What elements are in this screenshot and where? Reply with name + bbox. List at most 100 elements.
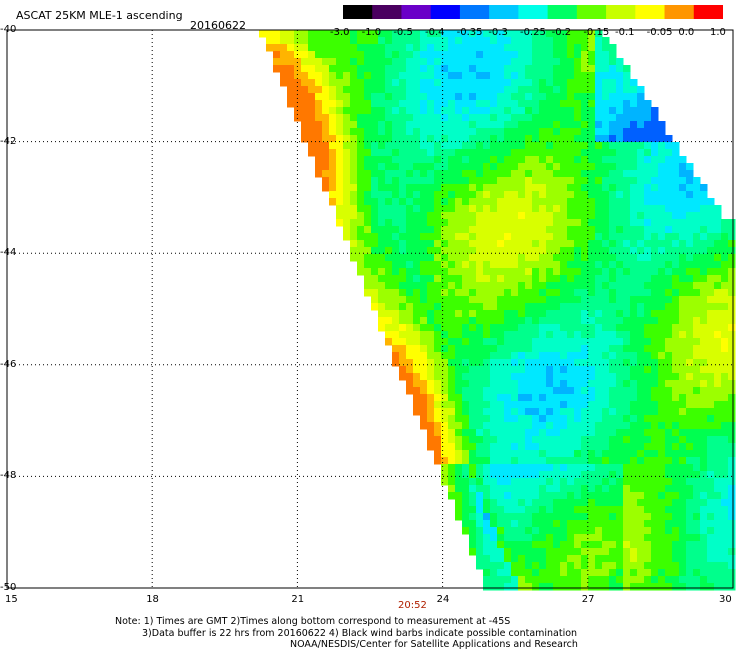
- data-cell: [511, 72, 519, 80]
- data-cell: [427, 100, 435, 108]
- data-cell: [560, 478, 568, 486]
- data-cell: [588, 555, 596, 563]
- data-cell: [609, 415, 617, 423]
- data-cell: [525, 534, 533, 542]
- data-cell: [686, 443, 694, 451]
- data-cell: [630, 142, 638, 150]
- data-cell: [427, 394, 435, 402]
- data-cell: [469, 86, 477, 94]
- data-cell: [714, 429, 722, 437]
- data-cell: [462, 380, 470, 388]
- data-cell: [392, 170, 400, 178]
- data-cell: [707, 513, 715, 521]
- data-cell: [315, 170, 323, 178]
- data-cell: [336, 128, 344, 136]
- data-cell: [490, 359, 498, 367]
- data-cell: [581, 478, 589, 486]
- data-cell: [623, 121, 631, 129]
- data-cell: [490, 58, 498, 66]
- data-cell: [637, 555, 645, 563]
- data-cell: [616, 247, 624, 255]
- data-cell: [343, 149, 351, 157]
- data-cell: [679, 450, 687, 458]
- data-cell: [469, 429, 477, 437]
- data-cell: [483, 240, 491, 248]
- data-cell: [441, 128, 449, 136]
- data-cell: [483, 534, 491, 542]
- data-cell: [539, 65, 547, 73]
- data-cell: [567, 149, 575, 157]
- data-cell: [588, 576, 596, 584]
- data-cell: [378, 324, 386, 332]
- data-cell: [686, 373, 694, 381]
- data-cell: [350, 156, 358, 164]
- data-cell: [623, 415, 631, 423]
- data-cell: [686, 247, 694, 255]
- data-cell: [315, 58, 323, 66]
- data-cell: [532, 394, 540, 402]
- data-cell: [595, 394, 603, 402]
- data-cell: [560, 415, 568, 423]
- data-cell: [476, 401, 484, 409]
- data-cell: [588, 527, 596, 535]
- data-cell: [511, 100, 519, 108]
- data-cell: [385, 72, 393, 80]
- data-cell: [504, 268, 512, 276]
- data-cell: [518, 58, 526, 66]
- data-cell: [637, 366, 645, 374]
- data-cell: [497, 576, 505, 584]
- data-cell: [574, 212, 582, 220]
- data-cell: [686, 450, 694, 458]
- data-cell: [560, 198, 568, 206]
- data-cell: [623, 128, 631, 136]
- data-cell: [455, 156, 463, 164]
- data-cell: [616, 93, 624, 101]
- data-cell: [371, 128, 379, 136]
- data-cell: [679, 576, 687, 584]
- data-cell: [623, 149, 631, 157]
- data-cell: [469, 107, 477, 115]
- data-cell: [511, 345, 519, 353]
- data-cell: [686, 492, 694, 500]
- data-cell: [651, 359, 659, 367]
- data-cell: [567, 506, 575, 514]
- data-cell: [616, 289, 624, 297]
- data-cell: [434, 289, 442, 297]
- data-cell: [490, 317, 498, 325]
- data-cell: [581, 121, 589, 129]
- data-cell: [707, 289, 715, 297]
- data-cell: [350, 240, 358, 248]
- data-cell: [588, 289, 596, 297]
- data-cell: [665, 338, 673, 346]
- data-cell: [574, 51, 582, 59]
- data-cell: [504, 226, 512, 234]
- data-cell: [476, 163, 484, 171]
- data-cell: [623, 373, 631, 381]
- data-cell: [658, 401, 666, 409]
- data-cell: [714, 219, 722, 227]
- data-cell: [567, 485, 575, 493]
- data-cell: [546, 254, 554, 262]
- data-cell: [721, 394, 729, 402]
- data-cell: [301, 30, 309, 38]
- data-cell: [546, 212, 554, 220]
- data-cell: [644, 149, 652, 157]
- data-cell: [595, 275, 603, 283]
- data-cell: [693, 471, 701, 479]
- data-cell: [434, 303, 442, 311]
- data-cell: [623, 93, 631, 101]
- data-cell: [560, 100, 568, 108]
- data-cell: [378, 317, 386, 325]
- data-cell: [644, 303, 652, 311]
- data-cell: [630, 457, 638, 465]
- data-cell: [602, 240, 610, 248]
- data-cell: [644, 247, 652, 255]
- data-cell: [504, 58, 512, 66]
- data-cell: [518, 394, 526, 402]
- data-cell: [616, 352, 624, 360]
- data-cell: [588, 345, 596, 353]
- data-cell: [427, 380, 435, 388]
- data-cell: [546, 380, 554, 388]
- data-cell: [518, 373, 526, 381]
- data-cell: [441, 408, 449, 416]
